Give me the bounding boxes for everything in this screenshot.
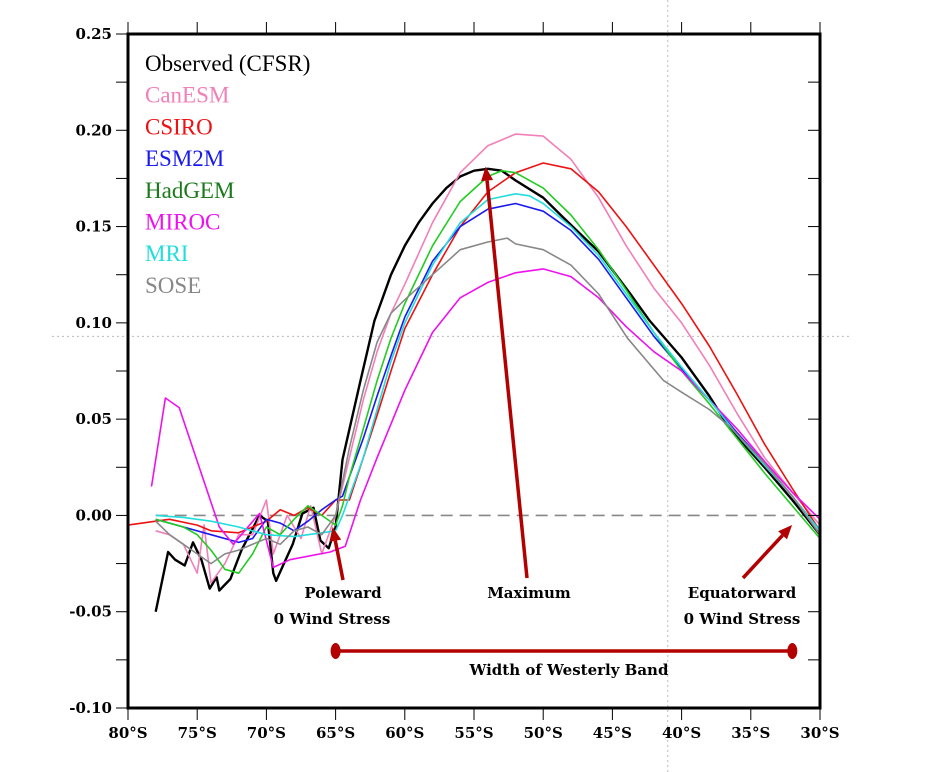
series-line-csiro (127, 162, 821, 534)
x-tick-label: 70°S (247, 724, 286, 742)
band-width-label: Width of Westerly Band (469, 661, 669, 679)
maximum-label: Maximum (487, 584, 571, 602)
y-tick-label: 0.15 (75, 218, 112, 236)
equatorward-arrow-shaft (741, 534, 784, 580)
poleward-arrow-head (329, 527, 342, 542)
x-tick-label: 55°S (454, 724, 493, 742)
series-line-sose (155, 237, 821, 565)
x-tick-label: 50°S (524, 724, 563, 742)
series-lines (127, 133, 821, 612)
equatorward-label-line2: 0 Wind Stress (684, 610, 801, 628)
series-line-hadgem (155, 169, 821, 574)
plot-frame (126, 32, 822, 710)
x-tick-label: 35°S (731, 724, 770, 742)
poleward-label-line1: Poleward (304, 584, 382, 602)
maximum-arrow-shaft (485, 180, 529, 579)
y-tick-label: -0.05 (69, 603, 112, 621)
axes: 0.25 0.20 0.15 0.10 0.05 0.00 -0.05 -0.10 80°S 75… (69, 22, 840, 742)
x-tick-label: 80°S (108, 724, 147, 742)
y-tick-label: 0.10 (75, 314, 112, 332)
series-line-observed-cfsr (154, 167, 821, 612)
x-tick-label: 30°S (800, 724, 839, 742)
series-line-esm2m (155, 202, 821, 544)
x-tick-label: 45°S (593, 724, 632, 742)
legend-entry: MRI (145, 241, 188, 266)
reference-lines (52, 0, 850, 772)
x-tick-label: 60°S (385, 724, 424, 742)
legend-entry: HadGEM (145, 178, 234, 203)
x-tick-label: 65°S (316, 724, 355, 742)
y-tick-label: 0.05 (75, 410, 112, 428)
annotations: Poleward 0 Wind Stress Maximum Equatorwa… (274, 166, 801, 679)
legend-entry: Observed (CFSR) (145, 51, 310, 76)
y-tick-label: 0.25 (75, 25, 112, 43)
band-end-marker (787, 643, 798, 659)
y-tick-label: -0.10 (69, 699, 112, 717)
legend-entry: MIROC (145, 210, 220, 235)
legend-entry: SOSE (145, 273, 201, 298)
legend-entry: ESM2M (145, 146, 224, 171)
y-tick-label: 0.00 (75, 506, 112, 524)
maximum-arrow-head (481, 166, 494, 182)
legend-entry: CSIRO (145, 114, 213, 139)
legend-entry: CanESM (145, 83, 229, 108)
legend: Observed (CFSR) CanESM CSIRO ESM2M HadGEM MIR… (145, 51, 310, 298)
equatorward-arrow-head (778, 525, 793, 540)
poleward-arrow-shaft (333, 540, 345, 581)
poleward-label-line2: 0 Wind Stress (274, 610, 391, 628)
x-tick-label: 75°S (178, 724, 217, 742)
equatorward-label-line1: Equatorward (688, 584, 797, 602)
x-tick-label: 40°S (662, 724, 701, 742)
y-tick-label: 0.20 (75, 121, 112, 139)
band-start-marker (330, 643, 341, 659)
